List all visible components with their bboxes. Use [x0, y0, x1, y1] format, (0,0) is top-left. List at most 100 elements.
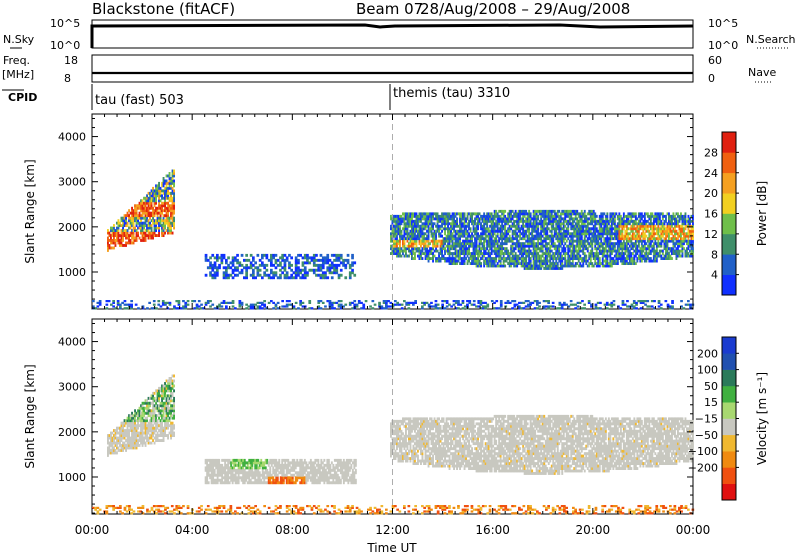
- echo-cell: [156, 206, 159, 210]
- echo-cell: [439, 234, 442, 238]
- echo-cell: [405, 237, 407, 241]
- echo-cell: [502, 234, 505, 238]
- echo-cell: [610, 259, 613, 263]
- echo-cell: [335, 271, 339, 275]
- echo-cell: [559, 262, 562, 265]
- echo-cell: [116, 239, 118, 242]
- echo-cell: [132, 234, 135, 237]
- echo-cell: [125, 231, 127, 235]
- echo-cell: [396, 214, 398, 218]
- echo-cell: [162, 177, 165, 180]
- echo-cell: [631, 252, 634, 255]
- echo-cell: [680, 244, 682, 248]
- echo-cell: [213, 307, 217, 310]
- echo-cell: [597, 264, 600, 268]
- echo-cell: [567, 244, 570, 248]
- echo-cell: [399, 254, 401, 258]
- echo-cell: [601, 229, 604, 233]
- echo-cell: [659, 307, 663, 310]
- echo-cell: [573, 252, 576, 255]
- echo-cell: [555, 259, 558, 263]
- echo-cell: [170, 181, 172, 185]
- echo-cell: [546, 209, 549, 213]
- echo-cell: [553, 229, 556, 233]
- echo-cell: [528, 214, 531, 218]
- echo-cell: [681, 254, 684, 258]
- echo-cell: [604, 239, 607, 243]
- echo-cell: [478, 264, 481, 268]
- echo-cell: [520, 247, 523, 251]
- echo-cell: [159, 199, 162, 203]
- echo-cell: [556, 209, 559, 213]
- echo-cell: [525, 224, 528, 228]
- echo-cell: [432, 244, 434, 248]
- echo-cell: [213, 276, 217, 280]
- echo-cell: [621, 229, 624, 233]
- echo-cell: [150, 204, 153, 208]
- echo-cell: [585, 244, 588, 248]
- echo-cell: [565, 219, 568, 223]
- echo-cell: [290, 256, 293, 260]
- echo-cell: [483, 264, 486, 268]
- echo-cell: [631, 214, 634, 218]
- echo-cell: [173, 189, 175, 193]
- echo-cell: [474, 257, 476, 260]
- echo-cell: [462, 252, 464, 255]
- echo-cell: [206, 301, 210, 304]
- echo-cell: [594, 242, 597, 246]
- echo-cell: [552, 264, 555, 268]
- echo-cell: [373, 303, 377, 306]
- echo-cell: [435, 229, 437, 233]
- echo-cell: [571, 224, 574, 228]
- echo-cell: [513, 242, 516, 246]
- echo-cell: [397, 219, 400, 223]
- echo-cell: [619, 224, 622, 228]
- echo-cell: [680, 234, 682, 238]
- echo-cell: [674, 217, 676, 221]
- echo-cell: [594, 247, 597, 251]
- echo-cell: [665, 229, 667, 233]
- echo-cell: [156, 221, 159, 225]
- echo-cell: [526, 219, 529, 223]
- echo-cell: [558, 209, 561, 213]
- echo-cell: [490, 237, 493, 241]
- echo-cell: [213, 256, 217, 260]
- echo-cell: [589, 259, 592, 263]
- echo-cell: [430, 219, 433, 223]
- echo-cell: [430, 301, 433, 304]
- echo-cell: [125, 221, 127, 225]
- echo-cell: [669, 254, 672, 258]
- echo-cell: [448, 229, 451, 233]
- echo-cell: [576, 305, 580, 308]
- echo-cell: [546, 217, 549, 221]
- echo-cell: [430, 249, 433, 253]
- echo-cell: [450, 305, 453, 308]
- echo-cell: [564, 262, 567, 265]
- echo-cell: [674, 229, 676, 233]
- echo-cell: [344, 258, 348, 262]
- echo-cell: [547, 307, 550, 310]
- echo-cell: [529, 242, 532, 246]
- echo-cell: [290, 273, 293, 277]
- echo-cell: [140, 229, 142, 232]
- echo-cell: [475, 234, 478, 238]
- echo-cell: [505, 242, 508, 246]
- echo-cell: [607, 242, 610, 246]
- echo-cell: [683, 214, 685, 218]
- echo-cell: [122, 239, 124, 242]
- echo-cell: [261, 261, 264, 265]
- echo-cell: [362, 305, 366, 308]
- echo-cell: [312, 253, 316, 257]
- echo-cell: [510, 212, 513, 216]
- echo-cell: [609, 239, 612, 243]
- echo-cell: [162, 221, 165, 225]
- echo-cell: [499, 244, 502, 248]
- echo-cell: [579, 227, 582, 231]
- echo-cell: [144, 239, 147, 242]
- echo-cell: [424, 249, 427, 253]
- echo-cell: [633, 227, 636, 231]
- echo-cell: [209, 305, 212, 308]
- echo-cell: [265, 256, 269, 260]
- echo-cell: [393, 224, 395, 228]
- echo-cell: [643, 239, 646, 243]
